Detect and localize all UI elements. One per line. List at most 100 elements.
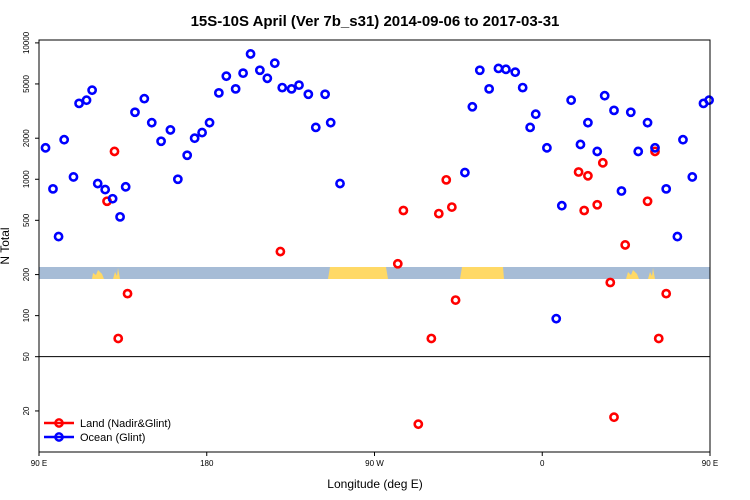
y-tick-label: 200 bbox=[22, 267, 31, 281]
land-point bbox=[620, 240, 631, 250]
land-band-segment bbox=[648, 268, 655, 279]
ocean-point bbox=[100, 184, 111, 195]
land-point bbox=[113, 333, 124, 344]
x-tick-label: 90 E bbox=[31, 459, 47, 468]
ocean-point bbox=[189, 133, 200, 144]
ocean-point bbox=[575, 139, 586, 150]
ocean-point bbox=[213, 87, 224, 98]
ocean-point bbox=[592, 146, 603, 157]
ocean-point bbox=[493, 63, 504, 74]
land-band-segment bbox=[92, 270, 104, 279]
ocean-point bbox=[583, 117, 593, 128]
chart-title: 15S-10S April (Ver 7b_s31) 2014-09-06 to… bbox=[191, 13, 560, 30]
ocean-point bbox=[130, 107, 140, 118]
ocean-point bbox=[459, 167, 470, 178]
ocean-point bbox=[687, 172, 698, 182]
y-tick-label: 10000 bbox=[22, 31, 31, 54]
land-point bbox=[392, 258, 403, 269]
ocean-point bbox=[551, 313, 562, 324]
land-band-segment bbox=[626, 270, 639, 279]
land-point bbox=[426, 333, 437, 344]
ocean-point bbox=[269, 58, 280, 69]
ocean-point bbox=[68, 172, 79, 182]
ocean-point bbox=[335, 178, 345, 189]
ocean-point bbox=[320, 89, 331, 100]
legend-ocean-marker bbox=[54, 432, 64, 442]
ocean-point bbox=[704, 95, 714, 106]
legend-land-label: Land (Nadir&Glint) bbox=[80, 418, 171, 430]
ocean-point bbox=[245, 49, 256, 59]
land-point bbox=[450, 295, 461, 305]
ocean-point bbox=[197, 127, 207, 138]
ocean-point bbox=[87, 85, 98, 96]
land-band-segment bbox=[460, 267, 504, 279]
land-point bbox=[413, 419, 424, 430]
ocean-point bbox=[303, 89, 314, 100]
y-tick-label: 2000 bbox=[22, 129, 31, 147]
land-point bbox=[609, 412, 619, 423]
legend-ocean-label: Ocean (Glint) bbox=[80, 432, 145, 444]
ocean-point bbox=[616, 186, 627, 196]
ocean-point bbox=[467, 101, 478, 112]
legend-land-marker bbox=[54, 418, 64, 428]
y-tick-label: 50 bbox=[22, 352, 31, 361]
ocean-point bbox=[182, 150, 193, 161]
land-band-segment bbox=[113, 268, 120, 279]
land-point bbox=[642, 196, 653, 207]
ocean-point bbox=[254, 65, 265, 76]
land-point bbox=[650, 146, 660, 157]
ocean-point bbox=[139, 93, 150, 104]
land-point bbox=[653, 333, 664, 344]
ocean-point bbox=[542, 142, 552, 153]
x-tick-label: 180 bbox=[200, 459, 214, 468]
ocean-point bbox=[310, 122, 321, 133]
legend: Land (Nadir&Glint) Ocean (Glint) bbox=[44, 418, 171, 444]
x-axis-ticks: 90 E 180 90 W 0 90 E bbox=[31, 452, 718, 468]
ocean-point bbox=[81, 95, 92, 106]
ocean-point bbox=[510, 67, 521, 78]
land-point bbox=[109, 146, 120, 157]
land-point bbox=[579, 205, 590, 216]
land-point bbox=[573, 167, 584, 177]
x-tick-label: 0 bbox=[540, 459, 545, 468]
ocean-point bbox=[325, 117, 336, 128]
ocean-point bbox=[609, 105, 619, 116]
land-point bbox=[441, 174, 452, 185]
y-tick-label: 500 bbox=[22, 213, 31, 227]
ocean-point bbox=[146, 117, 157, 128]
land-point bbox=[605, 277, 616, 288]
ocean-point bbox=[530, 109, 541, 120]
plot-frame bbox=[38, 39, 711, 453]
ocean-point bbox=[262, 73, 273, 84]
y-axis-label: N Total bbox=[0, 227, 12, 264]
ocean-point bbox=[277, 82, 288, 93]
y-tick-label: 20 bbox=[22, 406, 31, 415]
ocean-point bbox=[53, 231, 64, 242]
y-axis-ticks: 20 50 100 200 500 1000 2000 5000 10000 bbox=[22, 31, 39, 415]
land-point bbox=[446, 202, 457, 212]
y-tick-label: 5000 bbox=[22, 74, 31, 92]
band bbox=[39, 267, 710, 279]
ocean-point bbox=[661, 183, 672, 194]
ocean-point bbox=[633, 146, 644, 157]
x-tick-label: 90 W bbox=[365, 459, 384, 468]
ocean-point bbox=[650, 142, 660, 153]
ocean-point bbox=[40, 142, 51, 153]
ocean-point bbox=[517, 82, 528, 93]
x-tick-label: 90 E bbox=[702, 459, 718, 468]
ocean-point bbox=[642, 117, 653, 128]
ocean-point bbox=[672, 231, 683, 242]
ocean-point bbox=[156, 136, 166, 147]
ocean-point bbox=[172, 174, 183, 185]
ocean-point bbox=[120, 181, 131, 192]
land-point bbox=[398, 205, 409, 216]
ocean-point bbox=[566, 95, 577, 106]
ocean-point bbox=[294, 80, 304, 91]
land-point bbox=[592, 199, 603, 210]
ocean-point bbox=[484, 83, 495, 94]
land-point bbox=[597, 157, 608, 168]
ocean-point bbox=[48, 183, 58, 194]
ocean-point bbox=[599, 90, 610, 101]
ocean-point bbox=[525, 122, 536, 133]
